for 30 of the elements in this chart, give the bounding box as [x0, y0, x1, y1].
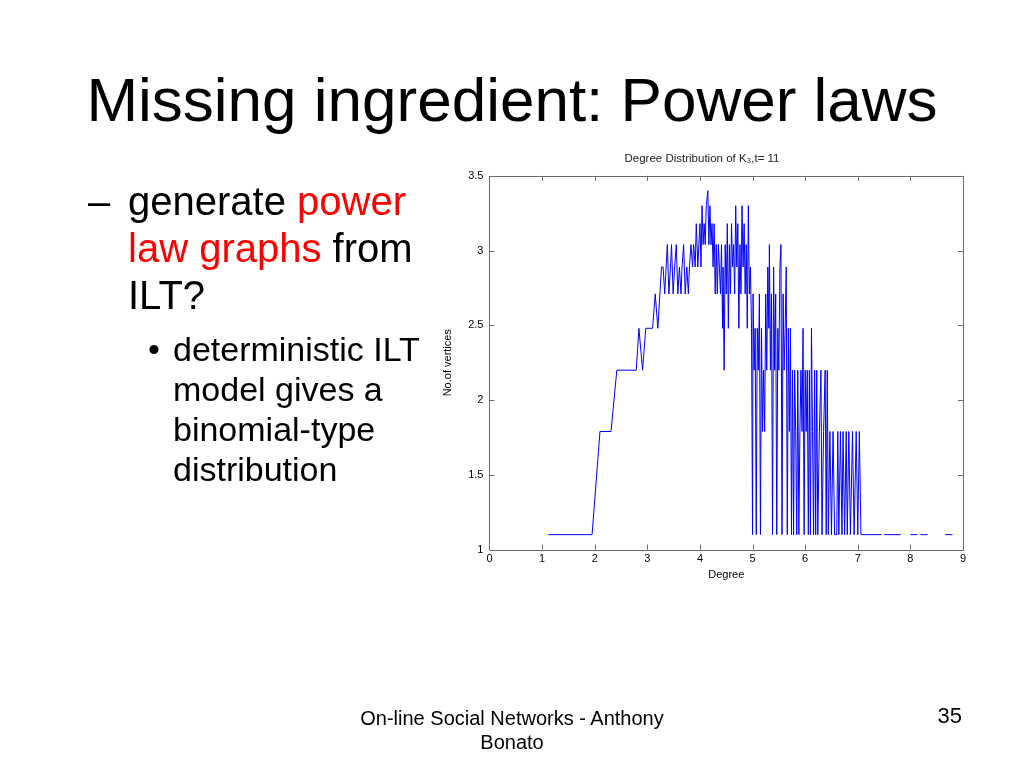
chart-title: Missing ingredient: Power laws	[85, 64, 939, 136]
x-tick-label: 4	[696, 552, 703, 565]
text: deterministic ILT model gives a binomial-type distribution	[173, 330, 420, 488]
x-tick-label: 8	[907, 552, 914, 565]
x-tick-label: 1	[539, 552, 546, 565]
text: generate	[128, 179, 286, 223]
x-tick-label: 9	[959, 552, 967, 565]
chart-subtitle: Degree Distribution of K₃,t= 11	[624, 152, 780, 165]
text: ILT?	[128, 273, 206, 317]
y-axis-title: No.of vertices	[440, 328, 453, 397]
text: On-line Social Networks - Anthony Bonato	[359, 706, 665, 754]
x-tick-label: 6	[802, 552, 809, 565]
x-tick-label: 3	[644, 552, 651, 565]
x-tick-label: 5	[749, 552, 756, 565]
x-tick-label: 7	[854, 552, 861, 565]
y-tick-label: 3.5	[468, 168, 484, 181]
x-tick-label: 0	[486, 552, 493, 565]
x-tick-label: 2	[591, 552, 598, 565]
y-tick-label: 3	[477, 243, 484, 256]
y-tick-label: 1.5	[468, 467, 484, 480]
text: •	[148, 329, 160, 369]
y-tick-label: 2.5	[468, 318, 484, 331]
text: 35	[936, 703, 962, 729]
x-axis-title: Degree	[708, 568, 745, 581]
text: –	[88, 178, 111, 225]
y-tick-label: 1	[477, 542, 484, 555]
text: power	[297, 179, 406, 223]
text: from	[332, 226, 413, 270]
y-tick-label: 2	[477, 393, 484, 406]
text: law graphs	[128, 226, 322, 270]
